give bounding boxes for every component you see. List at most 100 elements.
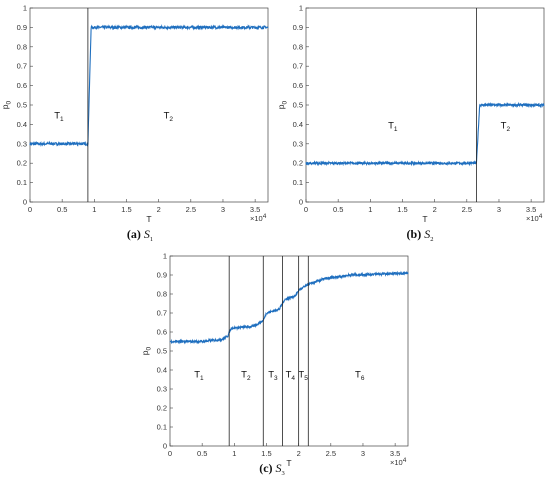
- y-axis-label: p0: [140, 346, 153, 355]
- plot-frame: [169, 255, 409, 447]
- region-label-main: T: [54, 111, 60, 122]
- region-label: T6: [355, 370, 365, 383]
- y-axis-label-sub: 0: [6, 100, 13, 104]
- x-exponent-base: ×10: [390, 458, 403, 467]
- x-tick-label: 3.5: [390, 449, 400, 458]
- chart-a: 0 0.1 0.2 0.3 0.4 0.5 0.6 0.7 0.8 0.9 1 0 0.5 1 1.5 2 2.…: [0, 4, 269, 243]
- y-tick-label: 0.3: [293, 139, 303, 148]
- caption-label: (b): [407, 227, 422, 241]
- region-label: T5: [298, 370, 308, 383]
- region-label-sub: 2: [247, 375, 251, 382]
- region-label: T1: [194, 370, 204, 383]
- x-tick-label: 3.5: [526, 205, 536, 214]
- y-axis-label-main: p: [140, 350, 150, 355]
- x-tick-label: 3: [221, 205, 225, 214]
- y-tick-label: 0.5: [17, 101, 27, 110]
- y-axis-label-sub: 0: [282, 100, 289, 104]
- y-tick-label: 0.3: [157, 385, 167, 394]
- x-tick-label: 0: [168, 449, 172, 458]
- region-label-main: T: [241, 370, 247, 381]
- x-tick-label: 1.5: [121, 205, 131, 214]
- y-axis-label-main: p: [276, 104, 286, 109]
- region-label: T3: [268, 370, 278, 383]
- y-tick-label: 0.2: [17, 159, 27, 168]
- y-tick-label: 0.1: [293, 178, 303, 187]
- caption-label: (a): [127, 227, 141, 241]
- x-exponent: ×104: [250, 213, 267, 223]
- y-tick-label: 0: [299, 198, 303, 207]
- y-tick-label: 0.9: [293, 23, 303, 32]
- y-axis-label: p0: [276, 100, 289, 109]
- y-tick-label: 0.7: [293, 62, 303, 71]
- caption: (b) S2: [407, 227, 434, 243]
- y-axis-label-main: p: [0, 104, 10, 109]
- region-label-main: T: [388, 120, 394, 131]
- region-label: T4: [286, 370, 296, 383]
- region-label-main: T: [286, 370, 292, 381]
- x-axis-label: T: [146, 214, 151, 224]
- x-tick-label: 2: [157, 205, 161, 214]
- y-tick-label: 0.7: [157, 309, 167, 318]
- x-tick-label: 3: [361, 449, 365, 458]
- region-label-sub: 2: [506, 126, 510, 133]
- x-tick-label: 0.5: [197, 449, 207, 458]
- x-tick-label: 1.5: [261, 449, 271, 458]
- x-exponent: ×104: [526, 213, 543, 223]
- y-tick-label: 0.8: [17, 42, 27, 51]
- y-tick-label: 0.6: [17, 81, 27, 90]
- region-label-main: T: [268, 370, 274, 381]
- series-line: [29, 24, 269, 148]
- region-label-sub: 4: [291, 375, 295, 382]
- x-tick-label: 0: [304, 205, 308, 214]
- y-tick-label: 0.4: [17, 120, 27, 129]
- caption-label: (c): [259, 461, 272, 475]
- y-tick-label: 0.9: [17, 23, 27, 32]
- caption-symbol: S: [424, 227, 430, 241]
- region-label: T2: [164, 111, 174, 124]
- y-tick-label: 0.9: [157, 271, 167, 280]
- x-tick-label: 3.5: [250, 205, 260, 214]
- region-label-main: T: [298, 370, 304, 381]
- region-label-main: T: [355, 370, 361, 381]
- region-label: T2: [241, 370, 251, 383]
- region-label: T2: [501, 120, 511, 133]
- y-tick-label: 1: [163, 252, 167, 261]
- x-tick-label: 2: [433, 205, 437, 214]
- y-tick-label: 0.6: [293, 81, 303, 90]
- x-tick-label: 2.5: [326, 449, 336, 458]
- region-label-main: T: [194, 370, 200, 381]
- x-exponent-power: 4: [263, 213, 267, 220]
- x-exponent: ×104: [390, 457, 407, 467]
- caption-sub: 1: [150, 236, 153, 243]
- region-label-main: T: [501, 120, 507, 131]
- x-tick-label: 2.5: [462, 205, 472, 214]
- y-tick-label: 0.8: [157, 290, 167, 299]
- region-label-sub: 1: [200, 375, 204, 382]
- y-tick-label: 0.5: [157, 347, 167, 356]
- x-tick-label: 0.5: [57, 205, 67, 214]
- y-tick-label: 0.4: [157, 366, 167, 375]
- y-tick-label: 0.1: [17, 178, 27, 187]
- region-label-sub: 6: [361, 375, 365, 382]
- y-tick-label: 1: [23, 4, 27, 13]
- y-tick-label: 0.3: [17, 139, 27, 148]
- series-line: [169, 270, 409, 345]
- y-tick-label: 0.4: [293, 120, 303, 129]
- caption-symbol: S: [144, 227, 150, 241]
- y-tick-label: 0.1: [157, 423, 167, 432]
- chart-c: 0 0.1 0.2 0.3 0.4 0.5 0.6 0.7 0.8 0.9 1 0 0.5 1 1.5 2 2.…: [140, 252, 409, 477]
- caption: (c) S3: [259, 461, 285, 477]
- y-axis-label: p0: [0, 100, 13, 109]
- x-axis-label: T: [422, 214, 427, 224]
- y-tick-label: 0.8: [293, 42, 303, 51]
- region-label: T1: [54, 111, 64, 124]
- x-exponent-base: ×10: [250, 214, 263, 223]
- x-exponent-base: ×10: [526, 214, 539, 223]
- y-tick-label: 0: [23, 198, 27, 207]
- caption-symbol: S: [276, 461, 282, 475]
- x-tick-label: 3: [497, 205, 501, 214]
- y-axis-label-sub: 0: [146, 346, 153, 350]
- x-tick-label: 1.5: [397, 205, 407, 214]
- caption: (a) S1: [127, 227, 153, 243]
- region-label-sub: 2: [169, 116, 173, 123]
